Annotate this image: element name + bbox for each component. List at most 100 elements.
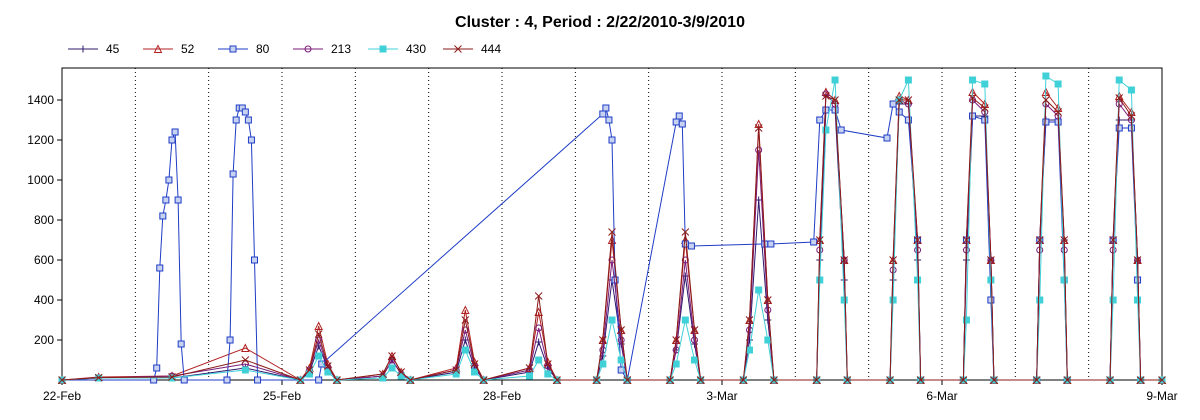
legend-item-430: 430 xyxy=(368,42,426,56)
data-point xyxy=(254,376,262,384)
data-point xyxy=(883,134,891,142)
data-point xyxy=(889,296,897,304)
data-point xyxy=(1035,236,1044,244)
data-point xyxy=(379,374,387,382)
legend-item-45: 45 xyxy=(68,42,120,56)
data-point xyxy=(816,276,824,284)
data-point xyxy=(452,366,461,374)
series-444 xyxy=(58,92,1166,384)
data-point xyxy=(831,96,839,104)
data-point xyxy=(378,370,387,378)
data-point xyxy=(755,286,763,294)
data-point xyxy=(1115,116,1123,124)
data-point xyxy=(691,336,698,344)
data-point xyxy=(681,228,690,236)
data-point xyxy=(843,376,852,384)
data-point xyxy=(314,321,323,330)
data-point xyxy=(535,324,543,332)
data-point xyxy=(247,136,255,144)
data-point xyxy=(1127,86,1135,94)
data-point xyxy=(681,272,689,280)
data-point xyxy=(526,372,533,380)
data-point xyxy=(605,116,613,124)
data-point xyxy=(746,346,753,354)
data-point xyxy=(764,316,772,324)
x-tick-label: 22-Feb xyxy=(43,389,81,403)
data-point xyxy=(681,240,689,248)
data-point xyxy=(840,256,849,264)
chart-title: Cluster : 4, Period : 2/22/2010-3/9/2010 xyxy=(455,14,745,31)
legend-marker xyxy=(454,45,462,53)
legend-label: 430 xyxy=(406,42,426,56)
data-point xyxy=(745,316,754,324)
data-point xyxy=(58,376,66,384)
data-point xyxy=(1115,76,1123,84)
plot-area xyxy=(61,67,1163,381)
y-tick-label: 800 xyxy=(34,213,54,227)
data-point xyxy=(959,376,968,384)
data-point xyxy=(1032,376,1041,384)
data-point xyxy=(406,376,415,384)
data-point xyxy=(969,76,977,84)
y-axis: 200 400 600 800 1000 1200 1400 xyxy=(27,93,62,347)
data-point xyxy=(822,92,830,100)
data-point xyxy=(666,376,674,384)
data-point xyxy=(672,336,681,344)
data-point xyxy=(397,372,405,380)
data-point xyxy=(767,240,775,248)
data-point xyxy=(171,128,179,136)
data-point xyxy=(816,116,824,124)
data-point xyxy=(608,136,616,144)
legend-marker xyxy=(229,45,237,53)
data-point xyxy=(162,196,170,204)
data-point xyxy=(672,360,680,368)
data-point xyxy=(94,373,103,382)
data-point xyxy=(1042,118,1050,126)
data-point xyxy=(534,292,543,300)
y-tick-label: 1000 xyxy=(27,173,54,187)
x-tick-label: 9-Mar xyxy=(1146,389,1177,403)
data-point xyxy=(764,336,772,344)
y-tick-label: 1200 xyxy=(27,133,54,147)
data-point xyxy=(177,340,185,348)
grid xyxy=(134,68,1090,380)
data-point xyxy=(1042,96,1050,104)
legend-item-80: 80 xyxy=(218,42,270,56)
data-point xyxy=(672,118,680,126)
data-point xyxy=(822,126,830,134)
data-point xyxy=(770,376,778,384)
data-point xyxy=(886,376,894,384)
data-point xyxy=(388,352,396,360)
data-point xyxy=(678,120,686,128)
data-point xyxy=(623,376,632,384)
data-point xyxy=(471,368,478,376)
data-point xyxy=(691,356,698,364)
data-point xyxy=(1060,236,1069,244)
data-point xyxy=(314,330,323,338)
data-point xyxy=(617,336,625,344)
data-point xyxy=(323,362,332,370)
data-point xyxy=(296,376,305,384)
data-point xyxy=(617,356,625,364)
data-point xyxy=(598,335,608,344)
data-point xyxy=(962,236,971,244)
data-point xyxy=(333,376,341,384)
x-tick-label: 28-Feb xyxy=(483,389,521,403)
data-point xyxy=(599,110,607,118)
legend-label: 213 xyxy=(331,42,351,56)
x-tick-label: 6-Mar xyxy=(926,389,957,403)
data-point xyxy=(251,256,258,264)
legend-marker xyxy=(79,45,87,53)
data-point xyxy=(980,104,989,112)
data-point xyxy=(592,376,601,384)
x-tick-label: 25-Feb xyxy=(263,389,301,403)
data-point xyxy=(1109,236,1117,244)
data-point xyxy=(232,116,240,124)
data-point xyxy=(174,196,182,204)
data-point xyxy=(241,108,249,116)
data-point xyxy=(241,366,249,374)
data-point xyxy=(831,76,839,84)
data-point xyxy=(968,94,977,102)
data-point xyxy=(687,242,695,250)
data-point xyxy=(461,316,470,324)
